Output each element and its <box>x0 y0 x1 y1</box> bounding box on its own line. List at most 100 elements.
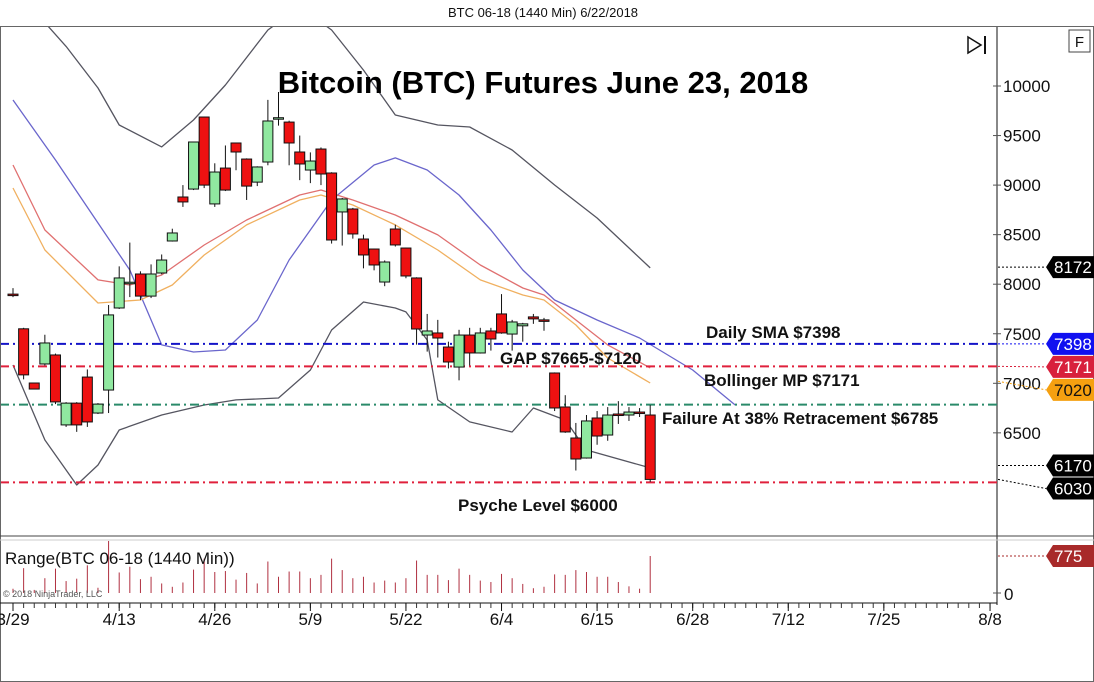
candle-body <box>198 116 210 186</box>
candle <box>644 405 656 482</box>
candle <box>262 99 274 166</box>
y-tick-label: 9000 <box>1003 176 1041 195</box>
candle-body <box>559 406 571 433</box>
candle <box>92 403 104 415</box>
annotation-failure-retracement: Failure At 38% Retracement $6785 <box>662 409 938 428</box>
candle-body <box>283 121 295 144</box>
candle-body <box>623 411 635 416</box>
candle <box>28 382 40 390</box>
price-tag-6030: 6030 <box>997 477 1094 500</box>
candle <box>517 322 529 342</box>
candle-body <box>506 321 518 335</box>
candle <box>485 327 497 351</box>
price-tag-leader <box>997 365 1047 368</box>
candle-body <box>368 248 380 266</box>
candle-body <box>273 117 284 120</box>
candle <box>198 116 210 189</box>
window-title: BTC 06-18 (1440 Min) 6/22/2018 <box>448 5 638 20</box>
price-tag-leader <box>997 478 1047 490</box>
candle <box>368 248 380 271</box>
candle <box>134 271 146 301</box>
candle-body <box>145 273 157 297</box>
x-tick-label: 8/8 <box>978 610 1002 629</box>
candle <box>326 172 338 244</box>
candle-body <box>251 166 263 183</box>
candle-body <box>474 332 486 354</box>
candle <box>591 411 603 445</box>
svg-text:7020: 7020 <box>1054 381 1092 400</box>
candle <box>506 319 518 351</box>
svg-text:7398: 7398 <box>1054 335 1092 354</box>
x-tick-label: 5/22 <box>389 610 422 629</box>
candle-body <box>602 414 614 436</box>
candle-body <box>517 323 529 327</box>
candle-body <box>241 158 253 187</box>
candle-body <box>294 151 306 165</box>
annotation-psyche-level: Psyche Level $6000 <box>458 496 618 515</box>
candle-body <box>103 314 115 391</box>
f-button-label: F <box>1075 34 1084 51</box>
candle <box>304 152 316 184</box>
candle <box>188 141 200 191</box>
x-tick-label: 7/25 <box>867 610 900 629</box>
candle-body <box>580 420 592 459</box>
candle-body <box>347 208 359 235</box>
candle-body <box>389 228 401 246</box>
candle-body <box>357 238 369 256</box>
x-tick-label: 6/28 <box>676 610 709 629</box>
candle-body <box>230 142 242 153</box>
svg-text:8172: 8172 <box>1054 258 1092 277</box>
svg-text:775: 775 <box>1054 547 1082 566</box>
candle <box>219 145 231 192</box>
candle-body <box>7 293 19 297</box>
candle-body <box>336 198 348 213</box>
candle <box>421 313 433 352</box>
candle-body <box>411 277 423 330</box>
candle <box>283 120 295 166</box>
candle <box>347 207 359 239</box>
candle <box>71 402 83 432</box>
price-tag-7171: 7171 <box>997 355 1094 378</box>
candle <box>389 224 401 247</box>
x-tick-label: 3/29 <box>0 610 30 629</box>
candle <box>400 247 412 279</box>
candle <box>634 408 646 417</box>
candle-body <box>549 372 561 409</box>
candle-body <box>60 402 72 426</box>
candle-body <box>113 277 125 309</box>
candle <box>113 266 125 309</box>
candle <box>81 369 93 427</box>
price-tag-6170: 6170 <box>998 454 1094 477</box>
y-tick-label: 6500 <box>1003 424 1041 443</box>
candle <box>559 395 571 433</box>
candle-body <box>644 414 656 480</box>
y-tick-label: 7000 <box>1003 374 1041 393</box>
candle-body <box>188 141 200 190</box>
candle-body <box>315 148 327 175</box>
candle <box>273 91 284 126</box>
candle <box>177 185 189 207</box>
candle-body <box>124 281 136 285</box>
line-upper-band <box>47 27 651 269</box>
candle <box>357 234 369 269</box>
candle-body <box>134 273 146 297</box>
candle-body <box>496 313 508 334</box>
candle <box>474 327 486 354</box>
candle-body <box>612 413 624 417</box>
svg-text:7171: 7171 <box>1054 358 1092 377</box>
candle-body <box>379 261 391 283</box>
candle-body <box>485 330 497 340</box>
copyright: © 2018 NinjaTrader, LLC <box>3 589 103 599</box>
f-button[interactable]: F <box>1068 29 1091 53</box>
candle <box>602 407 614 441</box>
candle-body <box>527 316 539 320</box>
svg-text:6030: 6030 <box>1054 480 1092 499</box>
candle <box>336 197 348 246</box>
y-tick-label: 8000 <box>1003 275 1041 294</box>
candle <box>623 407 635 421</box>
candle-body <box>442 346 454 363</box>
annotation-daily-sma: Daily SMA $7398 <box>706 323 841 342</box>
price-tag-8172: 8172 <box>998 256 1094 279</box>
scroll-to-end-button[interactable] <box>967 35 986 55</box>
candle <box>496 294 508 334</box>
